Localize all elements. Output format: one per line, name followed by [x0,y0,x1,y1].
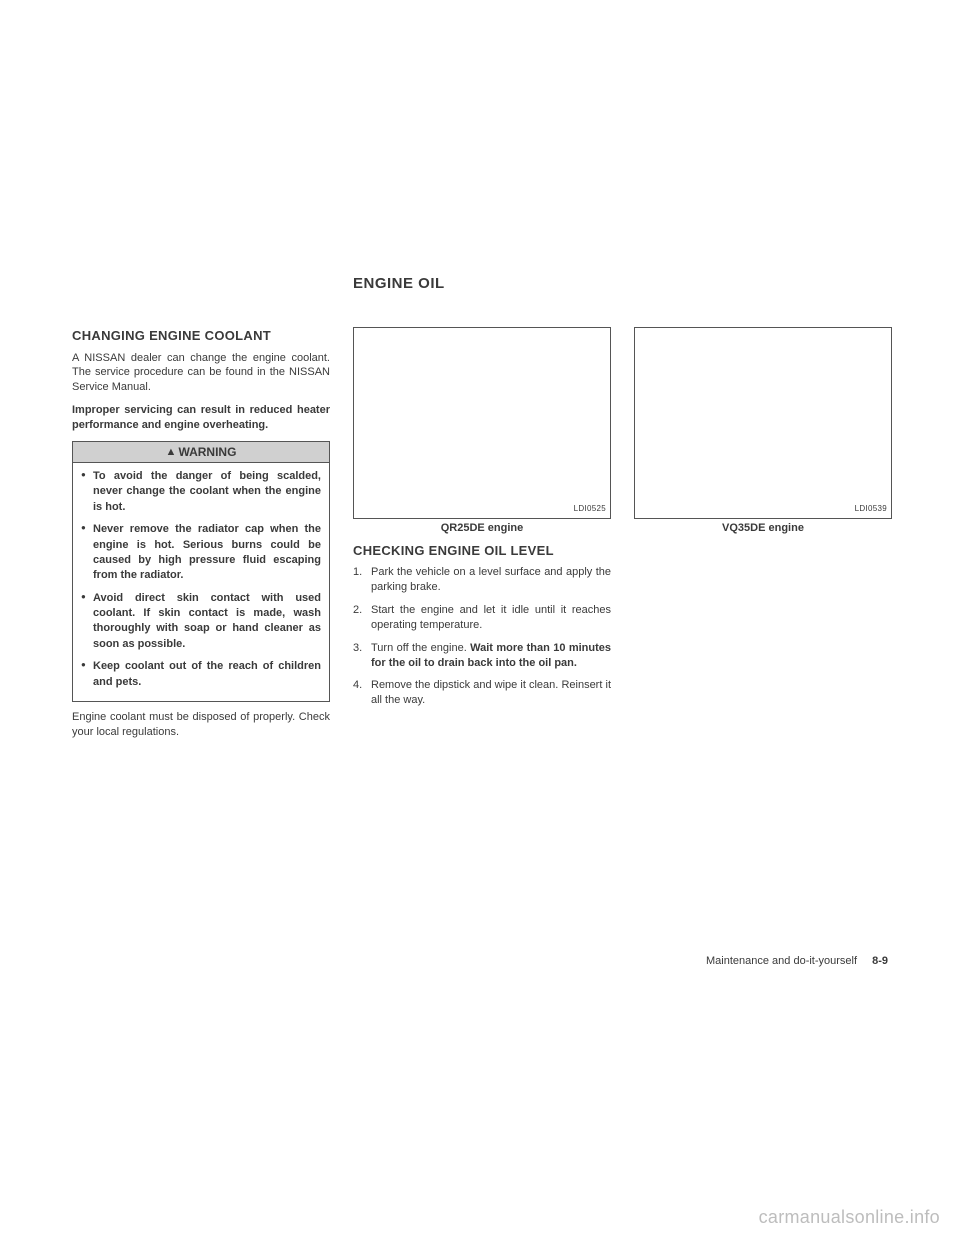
warning-item: To avoid the danger of being scalded, ne… [81,469,321,515]
warning-body: To avoid the danger of being scalded, ne… [73,463,329,701]
step-text: Remove the dipstick and wipe it clean. R… [371,679,611,706]
step-text: Park the vehicle on a level surface and … [371,566,611,593]
warning-item: Never remove the radiator cap when the e… [81,522,321,584]
figure-vq35de: LDI0539 [634,327,892,519]
figure-caption-qr25de: QR25DE engine [353,521,611,536]
after-warning-paragraph: Engine coolant must be disposed of prope… [72,710,330,740]
page-number: 8-9 [872,955,888,967]
caution-paragraph: Improper servicing can result in reduced… [72,403,330,433]
step-item: 1.Park the vehicle on a level surface an… [353,565,611,595]
column-3: LDI0539 VQ35DE engine [634,327,892,542]
step-text: Start the engine and let it idle until i… [371,604,611,631]
column-1: CHANGING ENGINE COOLANT A NISSAN dealer … [72,327,330,748]
intro-paragraph: A NISSAN dealer can change the engine co… [72,351,330,396]
heading-checking-oil: CHECKING ENGINE OIL LEVEL [353,542,611,560]
warning-header: ▲WARNING [73,442,329,463]
warning-item: Avoid direct skin contact with used cool… [81,591,321,653]
column-2: LDI0525 QR25DE engine CHECKING ENGINE OI… [353,327,611,716]
steps-list: 1.Park the vehicle on a level surface an… [353,565,611,708]
page-footer: Maintenance and do-it-yourself 8-9 [706,955,888,967]
watermark: carmanualsonline.info [759,1207,940,1228]
step-item: 4.Remove the dipstick and wipe it clean.… [353,678,611,708]
footer-text: Maintenance and do-it-yourself [706,955,857,967]
warning-box: ▲WARNING To avoid the danger of being sc… [72,441,330,702]
heading-changing-coolant: CHANGING ENGINE COOLANT [72,327,330,345]
figure-qr25de: LDI0525 [353,327,611,519]
step-item: 3.Turn off the engine. Wait more than 10… [353,641,611,671]
warning-item: Keep coolant out of the reach of childre… [81,659,321,690]
step-text: Turn off the engine. Wait more than 10 m… [371,642,611,669]
figure-code: LDI0525 [574,504,606,515]
step-bold: Wait more than 10 minutes for the oil to… [371,642,611,669]
warning-icon: ▲ [166,445,177,460]
step-item: 2.Start the engine and let it idle until… [353,603,611,633]
figure-code: LDI0539 [855,504,887,515]
section-title-engine-oil: ENGINE OIL [353,275,445,292]
figure-caption-vq35de: VQ35DE engine [634,521,892,536]
warning-label: WARNING [178,445,236,459]
